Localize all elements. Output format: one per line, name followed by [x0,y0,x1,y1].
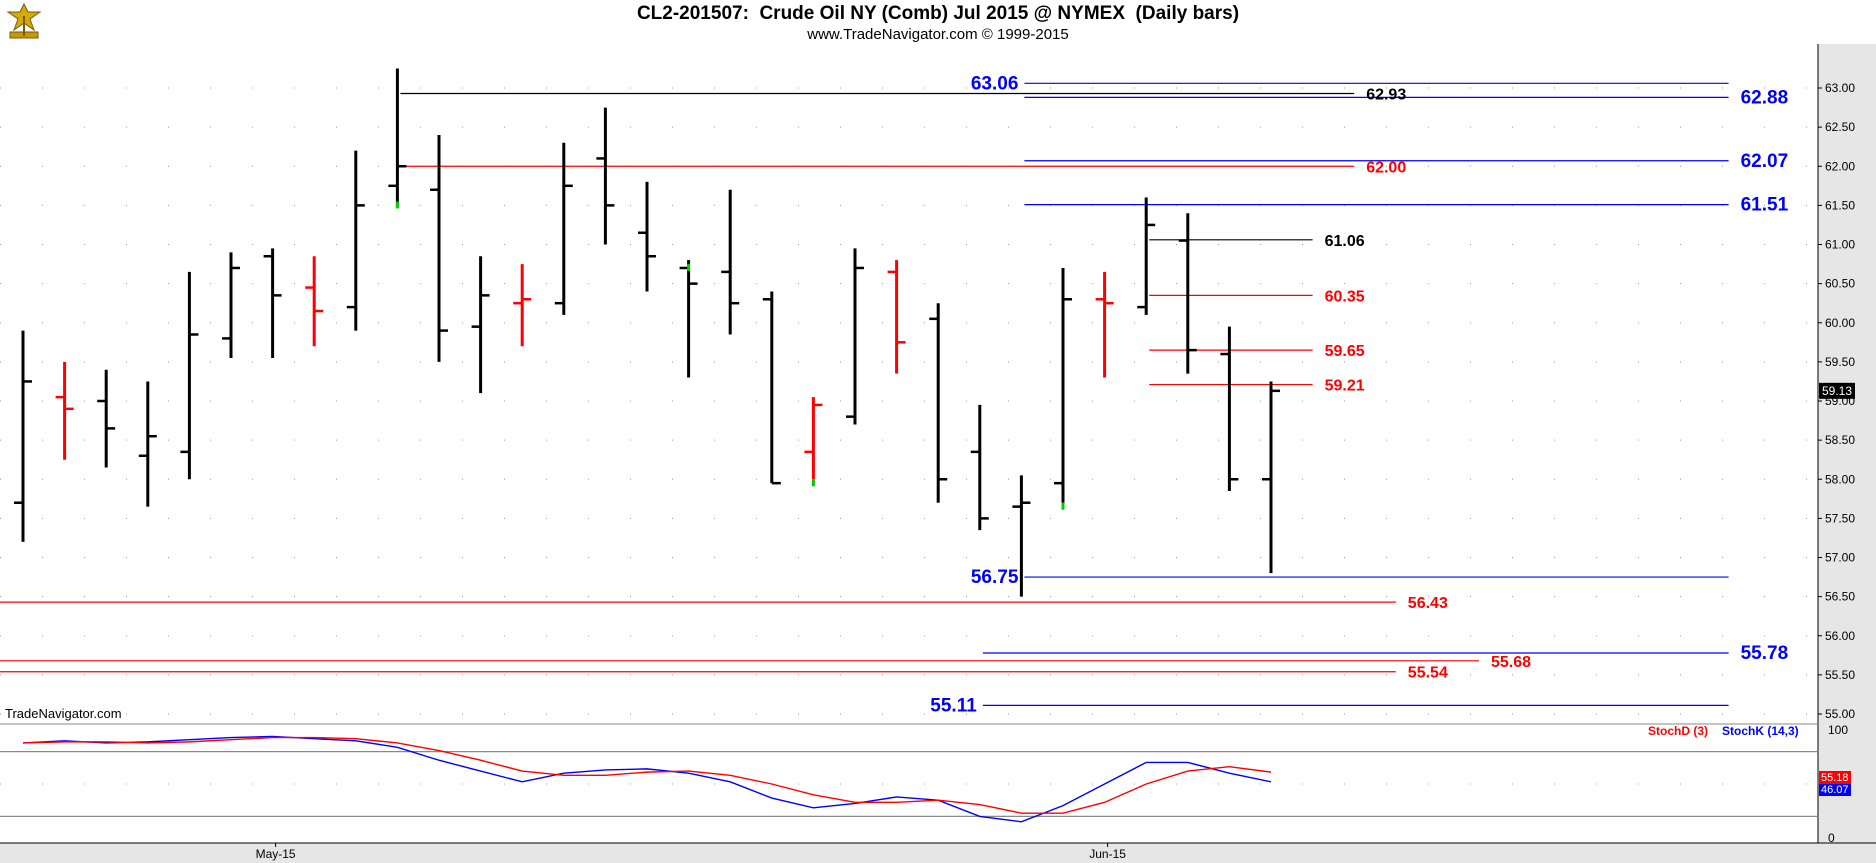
y-tick-label: 58.00 [1825,472,1855,486]
y-tick-label: 62.50 [1825,120,1855,134]
level-label-61.06: 61.06 [1325,233,1365,250]
level-label-62.00: 62.00 [1366,159,1406,176]
trade-navigator-logo-icon [6,2,42,39]
y-axis-background [1818,44,1876,863]
level-label-55.11: 55.11 [930,695,977,716]
level-label-55.54: 55.54 [1408,665,1448,682]
level-label-55.78: 55.78 [1741,643,1789,664]
stoch-y-tick-label: 0 [1828,831,1835,845]
stoch-y-tick-label: 100 [1828,723,1848,737]
y-tick-label: 57.00 [1825,551,1855,565]
y-tick-label: 63.00 [1825,81,1855,95]
x-tick-label: Jun-15 [1089,847,1126,861]
level-label-62.88: 62.88 [1741,87,1789,108]
level-label-55.68: 55.68 [1491,654,1531,671]
y-tick-label: 60.50 [1825,277,1855,291]
stoch-last-label-1: 55.18 [1821,772,1849,784]
y-tick-label: 62.00 [1825,159,1855,173]
y-tick-label: 55.00 [1825,707,1855,721]
y-tick-label: 56.50 [1825,590,1855,604]
y-tick-label: 61.00 [1825,238,1855,252]
y-tick-label: 55.50 [1825,668,1855,682]
level-label-56.75: 56.75 [971,567,1019,588]
y-tick-label: 57.50 [1825,511,1855,525]
y-tick-label: 61.50 [1825,198,1855,212]
stoch-last-tag-1 [1819,771,1851,784]
stoch-last-label-0: 46.07 [1821,784,1849,796]
level-label-63.06: 63.06 [971,73,1019,94]
stoch-last-tag-0 [1819,783,1851,796]
x-tick-label: May-15 [256,847,296,861]
x-axis-background [0,843,1876,863]
level-label-62.93: 62.93 [1366,86,1406,103]
last-price-tag [1819,382,1855,399]
y-tick-label: 60.00 [1825,316,1855,330]
level-label-60.35: 60.35 [1325,288,1365,305]
y-tick-label: 59.50 [1825,355,1855,369]
stoch-series-line-0 [22,735,1272,823]
y-tick-label: 56.00 [1825,629,1855,643]
stoch-series-line-1 [22,736,1272,814]
y-tick-label: 58.50 [1825,433,1855,447]
level-label-56.43: 56.43 [1408,595,1448,612]
chart-subtitle: www.TradeNavigator.com © 1999-2015 [807,26,1069,43]
chart-title: CL2-201507: Crude Oil NY (Comb) Jul 2015… [636,3,1240,24]
level-label-61.51: 61.51 [1741,195,1789,216]
level-label-59.65: 59.65 [1325,343,1365,360]
level-label-59.21: 59.21 [1325,378,1365,395]
chart-header: CL2-201507: Crude Oil NY (Comb) Jul 2015… [0,0,1876,44]
level-label-62.07: 62.07 [1741,151,1789,172]
last-price-label: 59.13 [1822,384,1852,398]
watermark-text: TradeNavigator.com [5,706,122,721]
stoch-legend-1: StochK (14,3) [1722,724,1799,738]
stoch-legend-0: StochD (3) [1648,724,1708,738]
